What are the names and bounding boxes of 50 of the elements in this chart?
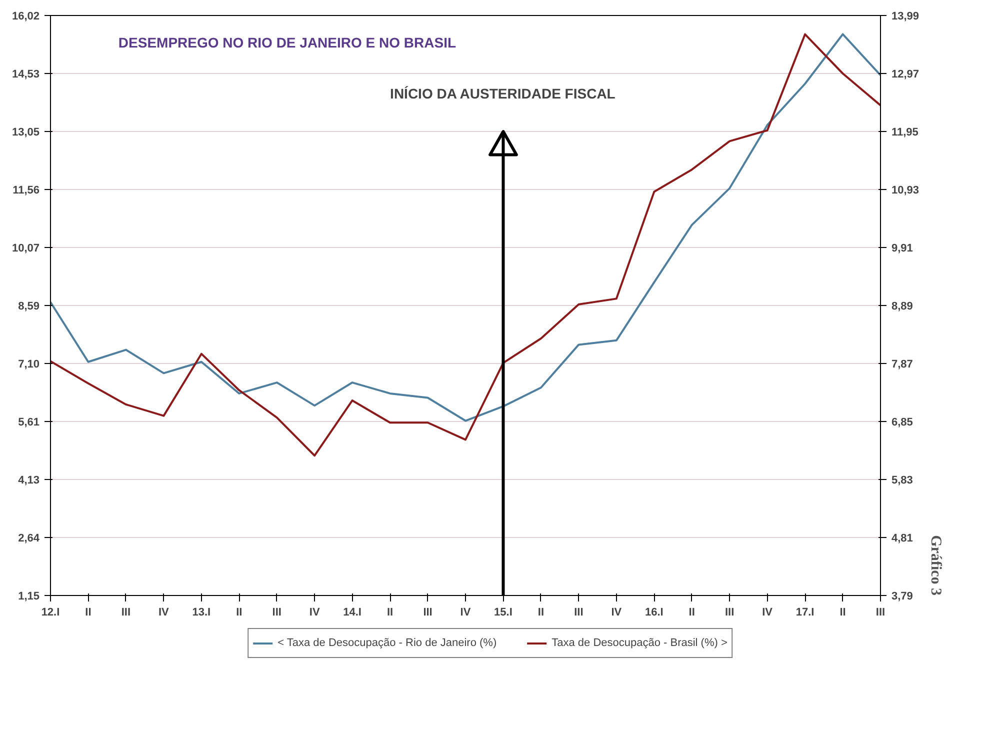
x-tick-label: IV bbox=[762, 606, 774, 618]
x-tick-label: 12.I bbox=[41, 606, 60, 618]
y-tick-label: 10,07 bbox=[12, 242, 40, 255]
x-tick-label: III bbox=[574, 606, 584, 618]
x-tick-label: 14.I bbox=[343, 606, 362, 618]
x-tick-label: IV bbox=[309, 606, 320, 618]
y-tick-label: 7,10 bbox=[18, 358, 40, 370]
y-tick-label: 16,02 bbox=[12, 10, 40, 22]
y2-tick-label: 11,95 bbox=[892, 126, 918, 138]
x-tick-label: 15.I bbox=[494, 606, 512, 618]
x-tick-label: III bbox=[876, 606, 886, 618]
x-tick-label: II bbox=[688, 606, 695, 618]
y2-tick-label: 4,81 bbox=[892, 532, 913, 544]
x-tick-label: III bbox=[272, 606, 282, 618]
x-tick-label: 17.I bbox=[796, 606, 814, 618]
x-tick-label: 16.I bbox=[644, 606, 664, 618]
x-tick-label: II bbox=[386, 606, 394, 618]
text: Gráfico 3 bbox=[928, 535, 944, 596]
y-tick-label: 8,59 bbox=[18, 300, 40, 312]
y-tick-label: 13,05 bbox=[12, 126, 40, 138]
x-tick-label: IV bbox=[460, 606, 472, 618]
legend-label: < Taxa de Desocupação - Rio de Janeiro (%) bbox=[278, 637, 497, 649]
y2-tick-label: 10,93 bbox=[892, 184, 920, 196]
y2-tick-label: 6,85 bbox=[892, 416, 913, 428]
y-tick-label: 1,15 bbox=[18, 590, 40, 602]
y2-tick-label: 3,79 bbox=[892, 590, 913, 602]
x-tick-label: 13.I bbox=[192, 606, 211, 618]
y-tick-label: 2,64 bbox=[18, 532, 40, 544]
x-tick-label: III bbox=[121, 606, 131, 618]
x-tick-label: II bbox=[85, 606, 92, 618]
ref-line-label: INÍCIO DA AUSTERIDADE FISCAL bbox=[390, 86, 616, 102]
y2-tick-label: 13,99 bbox=[892, 10, 920, 22]
x-tick-label: II bbox=[538, 606, 544, 618]
x-tick-label: III bbox=[725, 606, 734, 618]
legend-label: Taxa de Desocupação - Brasil (%) > bbox=[552, 637, 728, 649]
x-tick-label: IV bbox=[158, 606, 170, 618]
y-tick-label: 4,13 bbox=[18, 474, 40, 486]
x-tick-label: IV bbox=[611, 606, 622, 618]
x-tick-label: II bbox=[840, 606, 846, 618]
text: DESEMPREGO NO RIO DE JANEIRO E NO BRASIL bbox=[118, 34, 456, 50]
x-tick-label: III bbox=[423, 606, 432, 618]
y-tick-label: 5,61 bbox=[18, 416, 40, 429]
x-tick-label: II bbox=[236, 606, 242, 618]
y-tick-label: 11,56 bbox=[12, 184, 40, 196]
y2-tick-label: 12,97 bbox=[892, 68, 920, 80]
y2-tick-label: 5,83 bbox=[892, 474, 913, 486]
y-tick-label: 14,53 bbox=[12, 68, 40, 81]
y2-tick-label: 9,91 bbox=[892, 242, 913, 254]
y2-tick-label: 8,89 bbox=[892, 300, 913, 312]
y2-tick-label: 7,87 bbox=[892, 358, 913, 370]
